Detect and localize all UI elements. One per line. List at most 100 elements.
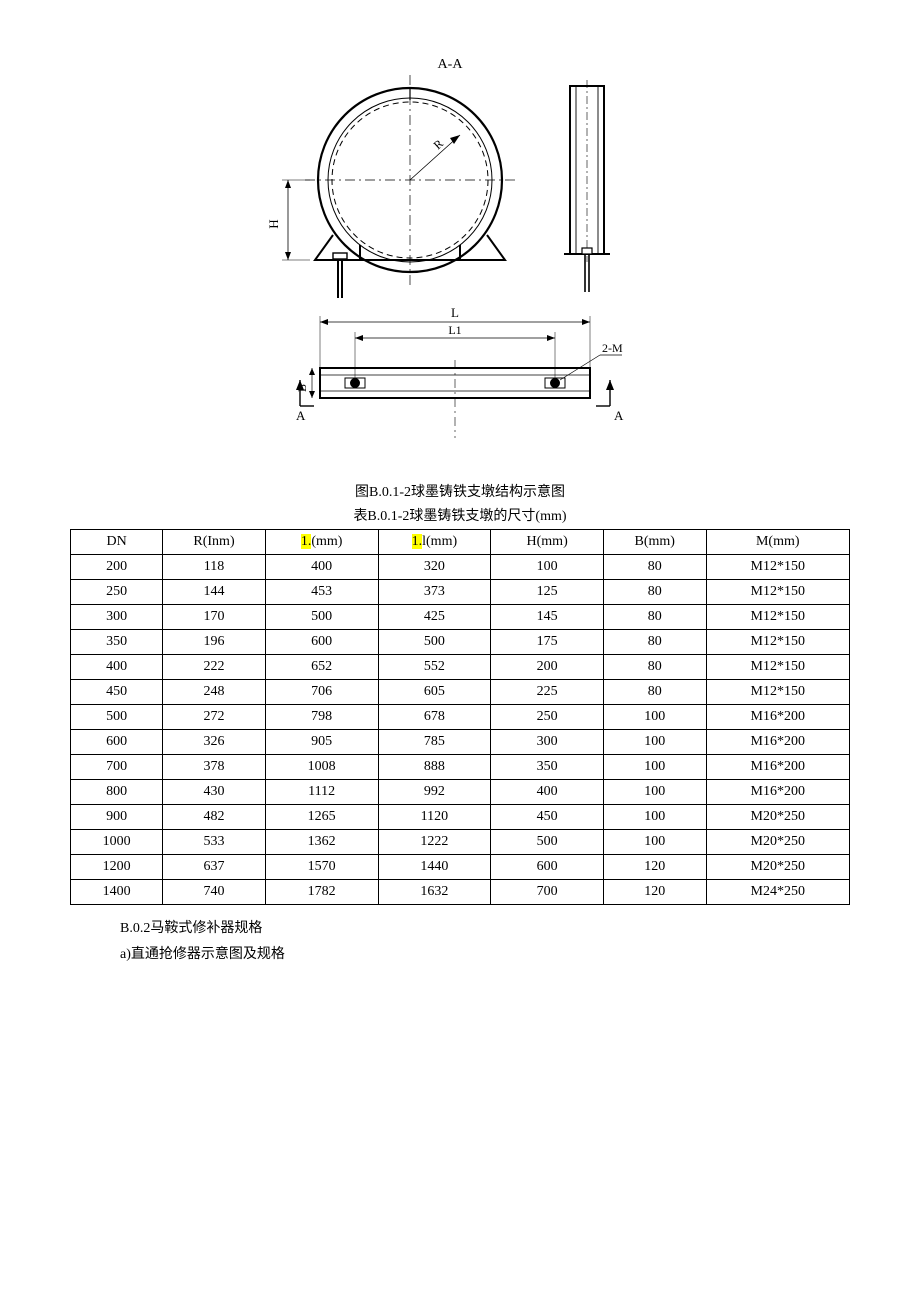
table-cell: M16*200 xyxy=(706,730,850,755)
table-cell: 1440 xyxy=(378,855,491,880)
technical-diagram: A-A xyxy=(250,50,670,475)
table-header-cell: 1.l(mm) xyxy=(378,530,491,555)
table-cell: M12*150 xyxy=(706,580,850,605)
table-body: 20011840032010080M12*1502501444533731258… xyxy=(71,555,850,905)
table-cell: 425 xyxy=(378,605,491,630)
table-cell: M20*250 xyxy=(706,805,850,830)
section-label: A-A xyxy=(438,57,464,72)
table-cell: M12*150 xyxy=(706,630,850,655)
table-cell: 300 xyxy=(491,730,604,755)
table-cell: 800 xyxy=(71,780,163,805)
table-cell: M16*200 xyxy=(706,755,850,780)
table-cell: 100 xyxy=(604,805,707,830)
figure-area: A-A xyxy=(60,50,860,475)
svg-text:2-M: 2-M xyxy=(602,341,623,355)
table-cell: 326 xyxy=(163,730,266,755)
svg-text:A: A xyxy=(614,408,624,423)
table-cell: 905 xyxy=(265,730,378,755)
table-row: 120063715701440600120M20*250 xyxy=(71,855,850,880)
table-cell: 785 xyxy=(378,730,491,755)
table-header-cell: 1.(mm) xyxy=(265,530,378,555)
table-cell: 80 xyxy=(604,655,707,680)
table-cell: 1200 xyxy=(71,855,163,880)
dimensions-table: DNR(Inm)1.(mm)1.l(mm)H(mm)B(mm)M(mm) 200… xyxy=(70,529,850,905)
table-cell: 500 xyxy=(71,705,163,730)
table-cell: 1400 xyxy=(71,880,163,905)
table-cell: 320 xyxy=(378,555,491,580)
table-cell: 430 xyxy=(163,780,266,805)
table-cell: 145 xyxy=(491,605,604,630)
table-cell: 200 xyxy=(491,655,604,680)
table-row: 600326905785300100M16*200 xyxy=(71,730,850,755)
table-cell: 80 xyxy=(604,630,707,655)
table-cell: 900 xyxy=(71,805,163,830)
table-cell: 1008 xyxy=(265,755,378,780)
table-cell: 700 xyxy=(491,880,604,905)
table-cell: 482 xyxy=(163,805,266,830)
table-cell: 80 xyxy=(604,680,707,705)
table-cell: 992 xyxy=(378,780,491,805)
table-row: 8004301112992400100M16*200 xyxy=(71,780,850,805)
table-row: 40022265255220080M12*150 xyxy=(71,655,850,680)
table-header-cell: H(mm) xyxy=(491,530,604,555)
table-header-cell: M(mm) xyxy=(706,530,850,555)
table-cell: 500 xyxy=(378,630,491,655)
table-cell: 1222 xyxy=(378,830,491,855)
front-view: H R xyxy=(266,75,515,298)
section-heading-b02: B.0.2马鞍式修补器规格 xyxy=(120,917,860,937)
table-cell: 500 xyxy=(491,830,604,855)
table-cell: 80 xyxy=(604,555,707,580)
table-cell: 798 xyxy=(265,705,378,730)
table-row: 20011840032010080M12*150 xyxy=(71,555,850,580)
table-cell: 100 xyxy=(491,555,604,580)
table-header-cell: R(Inm) xyxy=(163,530,266,555)
table-cell: 1782 xyxy=(265,880,378,905)
table-cell: 652 xyxy=(265,655,378,680)
table-row: 90048212651120450100M20*250 xyxy=(71,805,850,830)
table-cell: 300 xyxy=(71,605,163,630)
table-cell: 100 xyxy=(604,830,707,855)
table-cell: 144 xyxy=(163,580,266,605)
table-row: 500272798678250100M16*200 xyxy=(71,705,850,730)
table-cell: M12*150 xyxy=(706,680,850,705)
table-cell: 350 xyxy=(71,630,163,655)
table-row: 140074017821632700120M24*250 xyxy=(71,880,850,905)
table-cell: 400 xyxy=(71,655,163,680)
table-cell: 400 xyxy=(491,780,604,805)
table-cell: 453 xyxy=(265,580,378,605)
table-cell: 888 xyxy=(378,755,491,780)
table-cell: 450 xyxy=(491,805,604,830)
table-cell: 450 xyxy=(71,680,163,705)
table-cell: 125 xyxy=(491,580,604,605)
table-cell: 272 xyxy=(163,705,266,730)
table-cell: 605 xyxy=(378,680,491,705)
table-row: 100053313621222500100M20*250 xyxy=(71,830,850,855)
table-cell: 600 xyxy=(71,730,163,755)
table-cell: 250 xyxy=(71,580,163,605)
table-cell: 196 xyxy=(163,630,266,655)
svg-text:L1: L1 xyxy=(448,323,461,337)
table-cell: 100 xyxy=(604,705,707,730)
table-cell: 740 xyxy=(163,880,266,905)
table-cell: 678 xyxy=(378,705,491,730)
table-cell: 533 xyxy=(163,830,266,855)
table-cell: 350 xyxy=(491,755,604,780)
table-cell: 170 xyxy=(163,605,266,630)
table-cell: M12*150 xyxy=(706,605,850,630)
table-cell: 378 xyxy=(163,755,266,780)
table-cell: 500 xyxy=(265,605,378,630)
table-cell: 250 xyxy=(491,705,604,730)
table-cell: 700 xyxy=(71,755,163,780)
table-cell: M20*250 xyxy=(706,855,850,880)
table-cell: 120 xyxy=(604,880,707,905)
table-row: 35019660050017580M12*150 xyxy=(71,630,850,655)
table-cell: 200 xyxy=(71,555,163,580)
table-header-row: DNR(Inm)1.(mm)1.l(mm)H(mm)B(mm)M(mm) xyxy=(71,530,850,555)
table-cell: 80 xyxy=(604,580,707,605)
table-cell: 1120 xyxy=(378,805,491,830)
table-cell: 400 xyxy=(265,555,378,580)
table-cell: 1632 xyxy=(378,880,491,905)
table-cell: M16*200 xyxy=(706,705,850,730)
figure-caption: 图B.0.1-2球墨铸铁支墩结构示意图 xyxy=(60,481,860,501)
table-cell: 637 xyxy=(163,855,266,880)
